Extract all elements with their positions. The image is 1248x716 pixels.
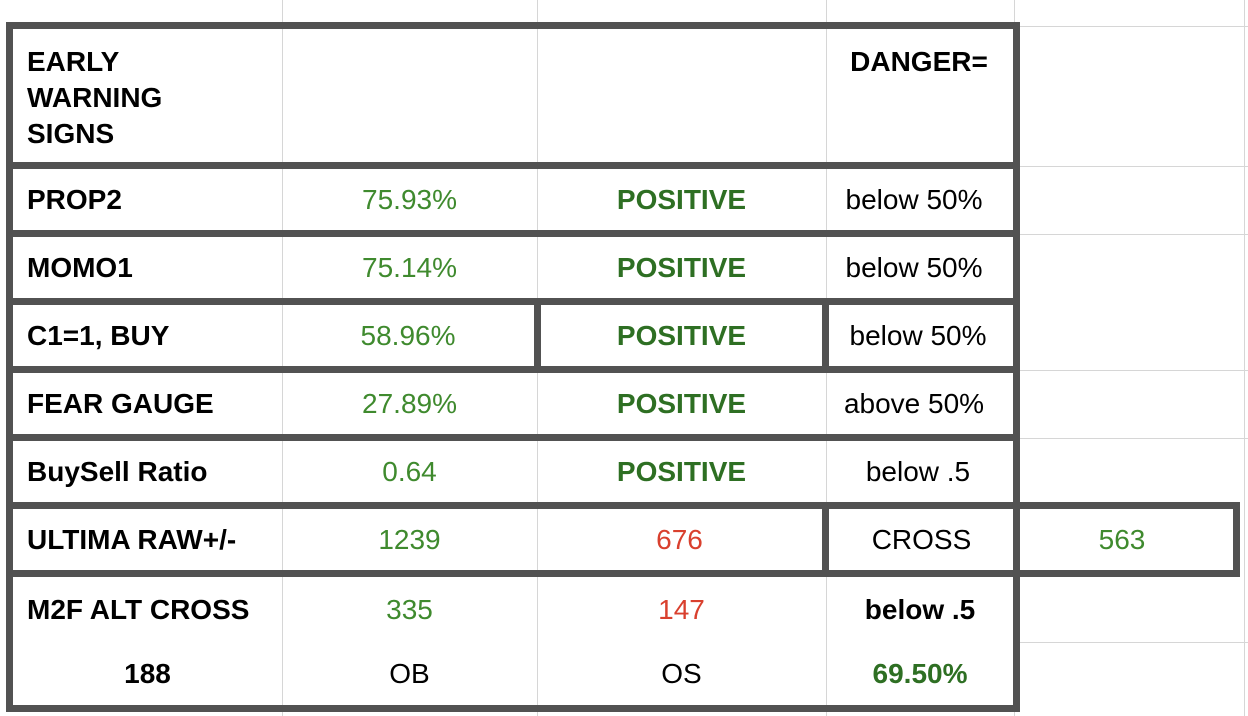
row-value-fear-gauge: 27.89% xyxy=(362,387,457,419)
grid-line xyxy=(1014,642,1248,643)
grid-line xyxy=(1244,0,1245,716)
grid-line xyxy=(1014,166,1248,167)
ob-label: OB xyxy=(389,657,430,689)
row-status-fear-gauge: POSITIVE xyxy=(616,387,747,419)
row-divider xyxy=(6,298,1020,305)
os-label: OS xyxy=(661,657,702,689)
danger-header: DANGER= xyxy=(850,46,988,77)
m2f-count: 188 xyxy=(124,657,171,689)
row-label-momo1: MOMO1 xyxy=(27,251,133,283)
row-status-momo1: POSITIVE xyxy=(616,251,747,283)
grid-line xyxy=(282,0,283,716)
m2f-os-value: 147 xyxy=(658,593,705,625)
c1-cell-border xyxy=(534,298,541,373)
row-value-prop2: 75.93% xyxy=(362,183,457,215)
ultima-cross-value: 563 xyxy=(1098,523,1146,555)
ultima-cross-label: CROSS xyxy=(871,523,972,555)
row-label-buysell-ratio: BuySell Ratio xyxy=(27,455,208,487)
grid-line xyxy=(1014,26,1248,27)
row-threshold-fear-gauge: above 50% xyxy=(843,387,985,419)
row-threshold-prop2: below 50% xyxy=(845,183,983,215)
m2f-ob-value: 335 xyxy=(386,593,433,625)
row-label-c1-buy: C1=1, BUY xyxy=(27,319,170,351)
grid-line xyxy=(1014,370,1248,371)
row-threshold-buysell-ratio: below .5 xyxy=(865,455,971,487)
cross-box-border xyxy=(822,502,1240,577)
m2f-percent: 69.50% xyxy=(872,657,968,689)
ultima-value-b: 676 xyxy=(656,523,703,555)
row-value-c1-buy: 58.96% xyxy=(360,319,456,351)
row-value-buysell-ratio: 0.64 xyxy=(382,455,437,487)
row-status-buysell-ratio: POSITIVE xyxy=(616,455,747,487)
row-divider xyxy=(6,502,1020,509)
row-divider xyxy=(6,162,1020,169)
row-status-prop2: POSITIVE xyxy=(616,183,747,215)
c1-cell-border xyxy=(822,298,829,373)
row-divider xyxy=(6,230,1020,237)
grid-line xyxy=(1014,438,1248,439)
ultima-label: ULTIMA RAW+/- xyxy=(27,523,237,555)
row-label-prop2: PROP2 xyxy=(27,183,122,215)
m2f-label: M2F ALT CROSS xyxy=(27,593,250,625)
ultima-value-a: 1239 xyxy=(378,523,441,555)
row-threshold-momo1: below 50% xyxy=(845,251,983,283)
row-value-momo1: 75.14% xyxy=(362,251,457,283)
row-status-c1-buy: POSITIVE xyxy=(616,319,747,351)
row-divider xyxy=(6,366,1020,373)
row-threshold-c1-buy: below 50% xyxy=(849,319,987,351)
m2f-threshold: below .5 xyxy=(864,593,976,625)
row-label-fear-gauge: FEAR GAUGE xyxy=(27,387,214,419)
row-divider xyxy=(6,570,1020,577)
row-divider xyxy=(6,434,1020,441)
grid-line xyxy=(1014,234,1248,235)
early-warning-title: EARLY WARNING SIGNS xyxy=(27,46,163,149)
